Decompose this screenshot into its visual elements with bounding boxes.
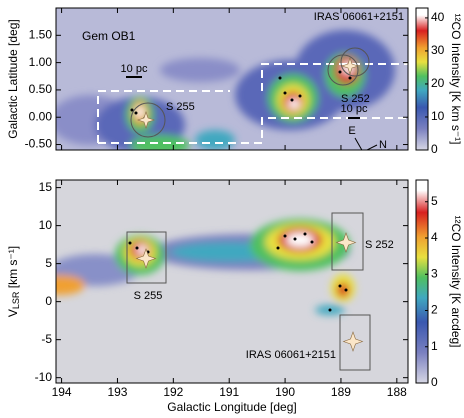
colorbar-tick-label: 5	[431, 194, 438, 208]
y-tick-label: -5	[41, 332, 52, 346]
annotation: IRAS 06061+2151	[246, 349, 336, 361]
colorbar-tick-label: 0	[431, 375, 438, 389]
colorbar	[415, 179, 429, 384]
x-tick-label: 188	[387, 385, 407, 399]
annotation: Gem OB1	[82, 29, 136, 43]
colorbar-label: ¹²CO Intensity [K km s⁻¹]	[449, 13, 463, 144]
y-tick-label: 1.50	[29, 27, 53, 41]
y-axis-label-part: [km s⁻¹]	[6, 246, 20, 292]
x-tick-label: 193	[107, 385, 127, 399]
colorbar-tick-label: 40	[431, 10, 445, 24]
annotation: 10 pc	[121, 63, 148, 75]
colorbar-tick-label: 30	[431, 43, 445, 57]
colorbar-tick-label: 4	[431, 230, 438, 244]
x-tick-label: 189	[331, 385, 351, 399]
x-tick-label: 191	[219, 385, 239, 399]
colorbar-tick-label: 1	[431, 339, 438, 353]
y-axis-label: Galactic Latitude [deg]	[6, 19, 20, 138]
annotation: S 252	[341, 93, 370, 105]
intensity-map	[56, 180, 408, 383]
x-tick-label: 190	[275, 385, 295, 399]
x-tick-label: 192	[163, 385, 183, 399]
annotation: 10 pc	[341, 103, 368, 115]
intensity-map	[56, 8, 408, 150]
y-tick-label: 15	[39, 180, 53, 194]
annotation: E	[348, 125, 355, 137]
colorbar-label: ¹²CO Intensity [K arcdeg]	[449, 215, 463, 347]
colorbar-tick-label: 2	[431, 303, 438, 317]
y-tick-label: 0.50	[29, 82, 53, 96]
plot-frame	[55, 179, 409, 384]
colorbar-tick-label: 3	[431, 266, 438, 280]
y-tick-label: 10	[39, 218, 53, 232]
x-axis-label: Galactic Longitude [deg]	[167, 400, 296, 414]
y-tick-label: 1.00	[29, 55, 53, 69]
annotation: S 255	[134, 290, 163, 302]
y-axis-label-part: V	[6, 309, 20, 317]
annotation: IRAS 06061+2151	[314, 11, 404, 23]
y-tick-label: 0.00	[29, 109, 53, 123]
annotation: N	[379, 139, 387, 151]
colorbar-tick-label: 0	[431, 142, 438, 156]
y-tick-label: 5	[45, 256, 52, 270]
y-axis-label-part: LSR	[11, 291, 21, 309]
colorbar	[415, 7, 429, 151]
colorbar-tick-label: 10	[431, 109, 445, 123]
plot-frame	[55, 7, 409, 151]
y-tick-label: -10	[35, 370, 53, 384]
y-axis-label: VLSR [km s⁻¹]	[6, 246, 21, 317]
x-tick-label: 194	[52, 385, 72, 399]
y-tick-label: -0.50	[25, 137, 53, 151]
annotation: S 252	[365, 239, 394, 251]
annotation: S 255	[166, 101, 195, 113]
y-tick-label: 0	[45, 294, 52, 308]
colorbar-tick-label: 20	[431, 76, 445, 90]
